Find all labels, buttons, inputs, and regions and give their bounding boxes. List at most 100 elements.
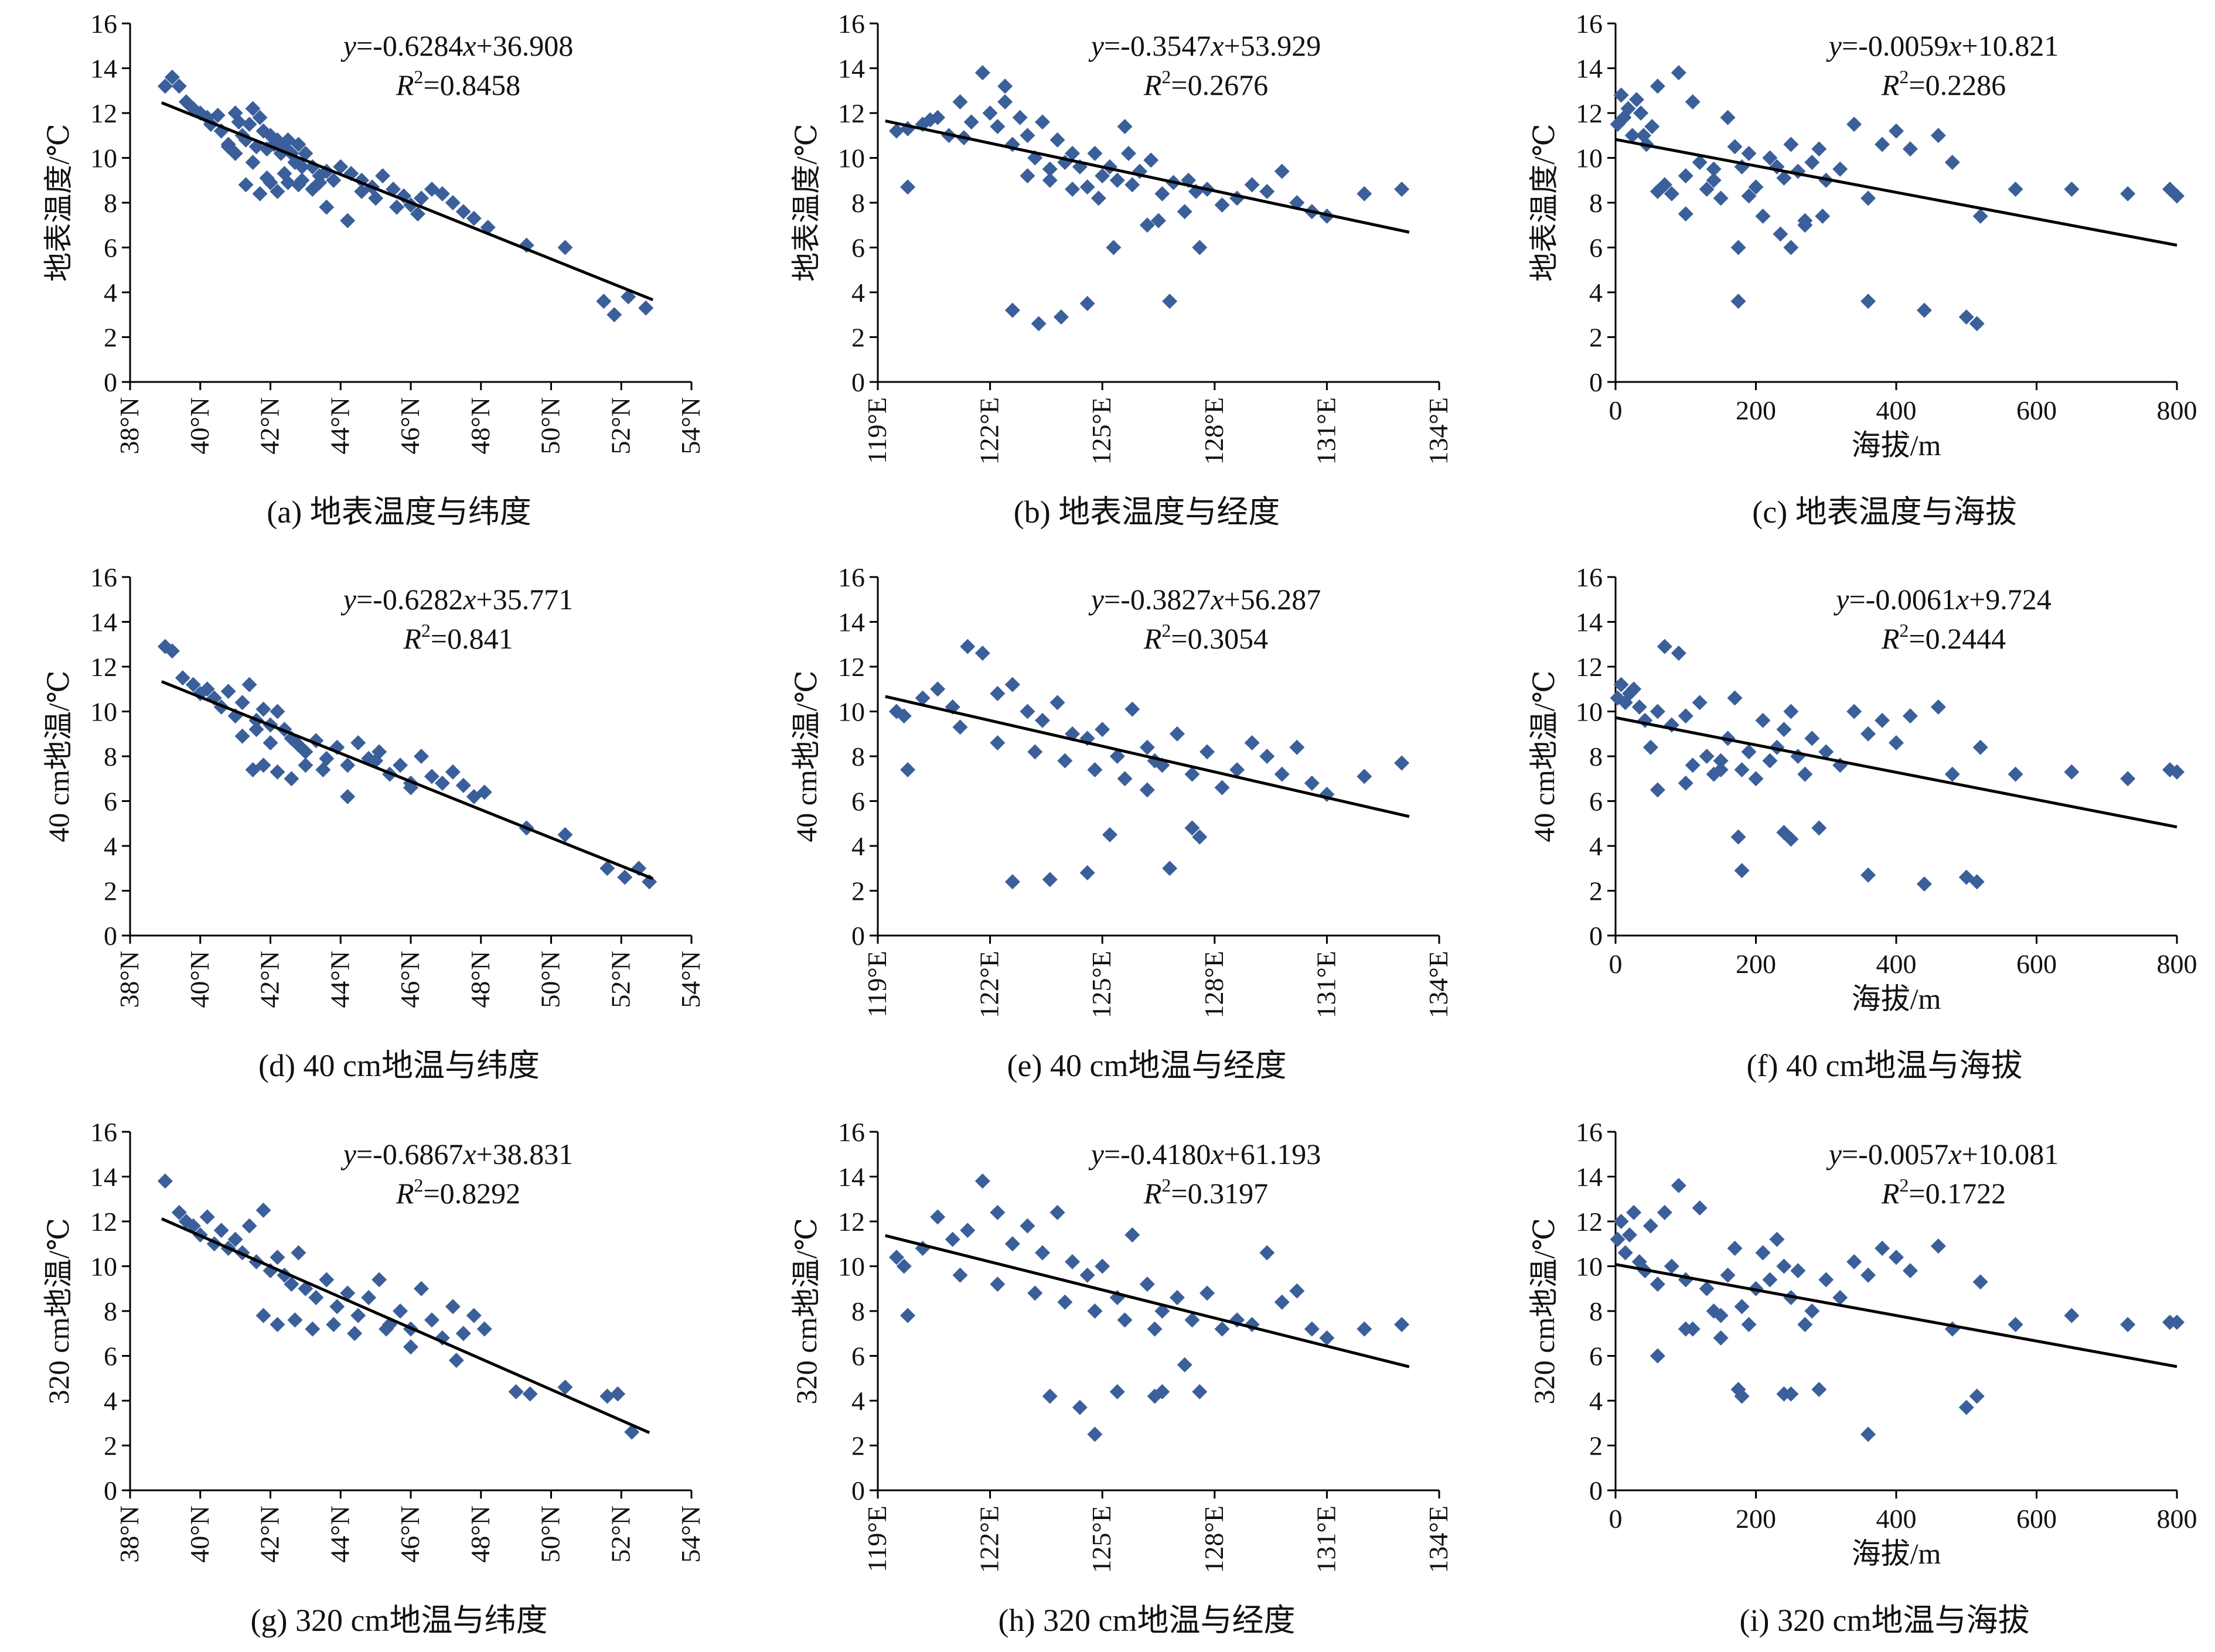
x-tick-label: 52°N: [605, 397, 635, 455]
scatter-point: [305, 1321, 321, 1337]
scatter-point: [234, 728, 250, 744]
scatter-point: [1357, 1321, 1372, 1337]
panel-caption: (g) 320 cm地温与纬度: [251, 1603, 548, 1638]
scatter-point: [1860, 190, 1876, 206]
scatter-point: [1832, 1290, 1848, 1306]
y-tick-label: 4: [104, 831, 117, 861]
x-tick-label: 54°N: [676, 1506, 706, 1563]
scatter-point: [1394, 1316, 1410, 1332]
scatter-point: [1053, 309, 1069, 325]
x-tick-label: 125°E: [1086, 397, 1116, 465]
y-tick-label: 4: [104, 1386, 117, 1416]
scatter-point: [900, 1308, 916, 1323]
scatter-point: [1832, 161, 1848, 177]
scatter-point: [1621, 1227, 1637, 1243]
scatter-point: [1916, 302, 1932, 318]
scatter-point: [1650, 1348, 1665, 1364]
x-tick-label: 50°N: [536, 1506, 565, 1563]
y-tick-label: 8: [851, 188, 865, 218]
scatter-point: [350, 1308, 366, 1323]
scatter-point: [960, 1223, 976, 1238]
scatter-point: [1902, 1263, 1918, 1279]
scatter-point: [1815, 208, 1831, 224]
scatter-point: [1860, 867, 1876, 883]
scatter-point: [974, 646, 990, 661]
scatter-point: [1797, 1316, 1813, 1332]
y-tick-label: 16: [1576, 9, 1603, 39]
scatter-point: [1741, 1316, 1757, 1332]
scatter-points: [1610, 1177, 2185, 1442]
panel-g: 0 2 4 6 8 10 12 14 16 38°N 40°N 42°N 44°N 46°N 48°N 50°…: [42, 1117, 706, 1638]
scatter-point: [354, 183, 370, 199]
x-tick-label: 131°E: [1311, 951, 1341, 1019]
scatter-point: [1664, 186, 1679, 202]
scatter-point: [1087, 762, 1103, 777]
scatter-point: [1139, 1276, 1155, 1292]
x-tick-label: 38°N: [114, 397, 144, 455]
regression-line: [161, 680, 654, 880]
scatter-point: [455, 777, 471, 793]
scatter-point: [2008, 766, 2023, 782]
panel-caption: (d) 40 cm地温与纬度: [258, 1048, 540, 1083]
scatter-point: [1650, 704, 1665, 719]
scatter-point: [1624, 128, 1640, 144]
x-tick-label: 40°N: [185, 951, 214, 1008]
x-tick-label: 122°E: [974, 397, 1004, 465]
scatter-point: [1049, 1204, 1065, 1220]
scatter-point: [1678, 1321, 1693, 1337]
scatter-point: [1027, 744, 1043, 760]
scatter-point: [413, 1281, 429, 1296]
scatter-point: [1631, 699, 1647, 715]
x-tick-label: 800: [2157, 395, 2197, 425]
scatter-points: [1610, 639, 2185, 892]
y-tick-label: 2: [1589, 1431, 1603, 1461]
scatter-point: [2169, 764, 2185, 780]
scatter-point: [220, 139, 236, 155]
scatter-point: [340, 789, 356, 804]
y-tick-label: 2: [104, 1431, 117, 1461]
scatter-point: [1635, 128, 1651, 144]
regression-line: [161, 1217, 650, 1434]
regression-equation: y=-0.3827x+56.287: [1088, 583, 1321, 616]
scatter-point: [1730, 240, 1746, 255]
scatter-point: [1657, 1204, 1672, 1220]
scatter-point: [1664, 1258, 1679, 1274]
scatter-point: [599, 1388, 615, 1404]
scatter-point: [1192, 1384, 1208, 1400]
scatter-point: [1192, 240, 1208, 255]
scatter-point: [990, 118, 1006, 134]
scatter-point: [298, 744, 313, 760]
y-tick-label: 10: [1576, 1252, 1603, 1282]
scatter-point: [199, 1209, 215, 1225]
scatter-point: [333, 159, 349, 175]
r-squared-label: R2=0.8292: [396, 1175, 520, 1210]
scatter-point: [1930, 1238, 1946, 1254]
scatter-point: [1969, 316, 1985, 332]
x-tick-label: 38°N: [114, 1506, 144, 1563]
scatter-point: [1065, 145, 1081, 161]
scatter-point: [372, 1272, 387, 1288]
scatter-point: [1644, 118, 1660, 134]
scatter-point: [1685, 757, 1701, 773]
scatter-point: [1783, 240, 1799, 255]
y-tick-label: 10: [838, 697, 865, 727]
x-tick-label: 131°E: [1311, 397, 1341, 465]
r-squared-label: R2=0.1722: [1881, 1175, 2006, 1210]
y-tick-label: 10: [1576, 697, 1603, 727]
y-tick-label: 2: [1589, 323, 1603, 353]
scatter-point: [413, 190, 429, 206]
scatter-point: [2008, 182, 2023, 197]
y-axis-title: 320 cm地温/℃: [42, 1218, 75, 1404]
scatter-point: [1394, 755, 1410, 771]
scatter-point: [1184, 820, 1200, 836]
panel-a: 0 2 4 6 8 10 12 14 16 38°N 40°N 42°N 44°N 46°N 48°N 50°…: [42, 9, 706, 530]
scatter-point: [1762, 150, 1778, 166]
scatter-point: [298, 145, 313, 161]
scatter-point: [900, 762, 916, 777]
scatter-point: [952, 719, 968, 735]
scatter-point: [1109, 1384, 1125, 1400]
panel-e: 0 2 4 6 8 10 12 14 16 119°E 122°E 125°E 128°E 131°E 13…: [790, 562, 1453, 1083]
scatter-point: [1027, 1285, 1043, 1301]
panel-caption: (e) 40 cm地温与经度: [1007, 1048, 1287, 1083]
scatter-point: [1031, 316, 1047, 332]
